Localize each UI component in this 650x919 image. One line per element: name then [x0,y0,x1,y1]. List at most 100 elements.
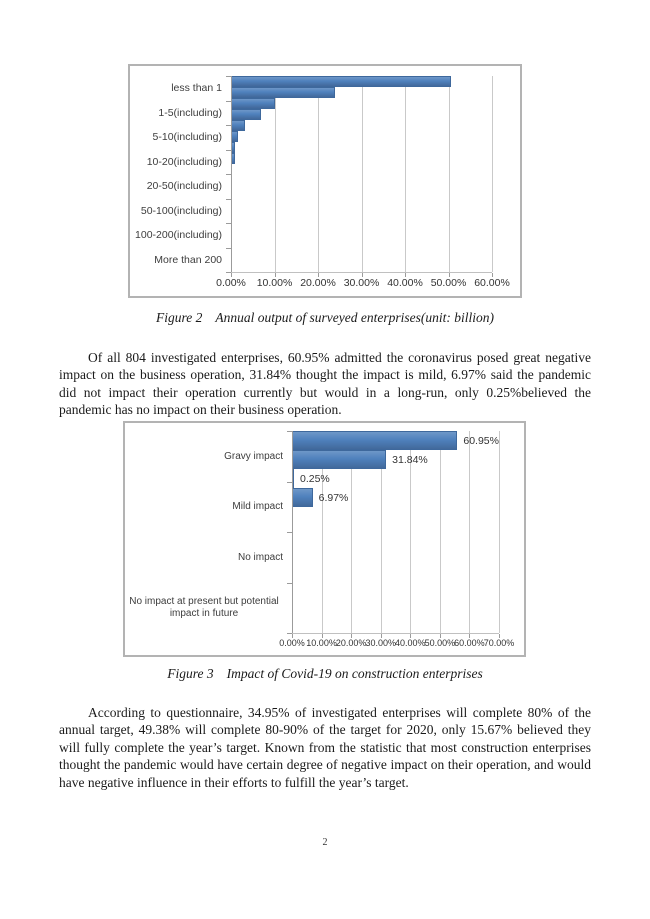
gridline [448,76,450,272]
gridline [318,76,319,272]
plot-area: 60.95% 31.84% 0.25% 6.97% [287,431,500,638]
plot-area-wrap: 0.00% 10.00% 20.00% 30.00% 40.00% 50.00% 60.00… [216,76,510,291]
bar [231,76,451,87]
category-label: 20-50(including) [146,180,222,193]
category-label: 5-10(including) [152,131,222,144]
figure3-caption: Figure 3 Impact of Covid-19 on constructi… [0,665,650,682]
x-tick-label: 60.00% [474,277,510,289]
x-tick-label: 60.00% [454,638,485,648]
axis-tick-mark [448,273,450,277]
category-tick-mark [226,198,231,200]
bar-row [231,98,492,109]
chart-annual-output: less than 1 1-5(including) 5-10(including)… [128,64,522,298]
bar-row: 0.25% [292,469,499,488]
axis-tick-mark [499,634,500,638]
axis-tick-mark [469,634,471,638]
axis-tick-mark [231,273,232,277]
x-tick-label: 0.00% [216,277,246,289]
bar [292,488,313,507]
axis-tick-mark [274,273,276,277]
category-tick-mark [287,633,292,634]
gridline [274,76,276,272]
chart-covid-impact: Gravy impact Mild impact No impact No impac… [123,421,526,657]
x-tick-label: 20.00% [300,277,336,289]
category-label: More than 200 [154,253,222,266]
data-label: 0.25% [300,472,330,485]
gridline [439,431,441,633]
axis-tick-mark [351,634,353,638]
axis-tick-mark [405,273,406,277]
category-tick-mark [226,174,231,175]
x-tick-label: 40.00% [395,638,426,648]
category-tick-mark [226,247,231,249]
bar [231,87,336,98]
category-tick-mark [226,149,231,151]
category-label: Mild impact [232,501,283,512]
bar [231,98,276,109]
axis-tick-mark [318,273,319,277]
bar-row [231,76,492,87]
data-label: 6.97% [318,491,349,504]
x-tick-label: 70.00% [483,638,515,648]
gridline [410,431,412,633]
category-label: less than 1 [171,82,222,95]
axis-tick-mark [321,634,323,638]
figure2-caption-label: Figure 2 [156,310,203,325]
category-tick-mark [226,272,231,273]
category-label: No impact [237,551,283,563]
bar-row [231,153,492,164]
bar [231,109,262,120]
category-tick-mark [226,100,231,102]
gridline [361,76,363,272]
axis-tick-mark [492,273,493,277]
axis-tick-mark [439,634,441,638]
gridline [469,431,471,633]
category-axis-line [292,431,293,633]
bar [231,120,245,131]
plot-area [226,76,493,277]
category-label: No impact at present but potential impac… [129,596,279,619]
x-tick-label: 50.00% [430,277,467,289]
gridline [321,431,323,633]
category-axis-line [231,76,232,272]
axis-tick-mark [380,634,382,638]
category-tick-mark [287,582,292,584]
x-tick-label: 10.00% [256,277,293,289]
category-axis-labels: less than 1 1-5(including) 5-10(including)… [130,76,231,272]
bar-row [231,131,492,142]
x-tick-label: 0.00% [279,638,305,648]
page-number: 2 [322,837,328,848]
gridline [499,431,500,633]
category-tick-mark [287,431,292,432]
x-tick-label: 20.00% [335,638,367,648]
gridline [492,76,493,272]
data-label: 60.95% [463,434,499,447]
category-label: 50-100(including) [140,204,222,217]
bar-row [231,87,492,98]
bar [292,431,458,450]
bar-row [231,142,492,153]
chart-body: less than 1 1-5(including) 5-10(including)… [130,66,520,291]
category-tick-mark [287,532,292,533]
paragraph-annual-target: According to questionnaire, 34.95% of in… [59,704,591,790]
axis-tick-mark [410,634,412,638]
x-axis-ticks: 0.00% 10.00% 20.00% 30.00% 40.00% 50.00% 60.00… [279,634,514,652]
category-label: 100-200(including) [135,229,222,242]
gridline [351,431,353,633]
category-label: 10-20(including) [146,155,222,168]
category-axis-labels: Gravy impact Mild impact No impact No impac… [125,431,292,633]
x-tick-label: 40.00% [387,277,423,289]
category-tick-mark [287,481,292,483]
bar-row: 31.84% [292,450,499,469]
category-label: Gravy impact [224,450,283,462]
plot-area-wrap: 60.95% 31.84% 0.25% 6.97% 0.00% 10.00% 20.00%… [279,431,514,652]
category-tick-mark [226,223,231,224]
paragraph-covid-impact: Of all 804 investigated enterprises, 60.… [59,349,591,418]
axis-tick-mark [292,634,293,638]
x-tick-label: 30.00% [365,638,396,648]
gridline [405,76,406,272]
figure3-caption-label: Figure 3 [167,666,214,681]
bar-row: 60.95% [292,431,499,450]
figure3-caption-title: Impact of Covid-19 on construction enter… [226,666,483,681]
